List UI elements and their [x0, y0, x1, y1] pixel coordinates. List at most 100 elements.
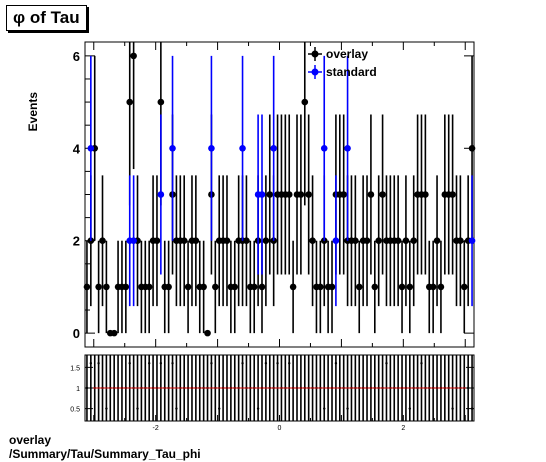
overlay-point: [340, 191, 347, 198]
legend-marker-overlay: [311, 50, 319, 58]
ratio-point: [346, 407, 349, 410]
overlay-point: [468, 144, 476, 152]
ratio-point: [171, 362, 174, 365]
overlay-point: [437, 283, 445, 291]
ratio-x-tick-label: 2: [401, 425, 405, 432]
y-tick-label: 0: [73, 326, 80, 341]
overlay-point: [449, 191, 456, 198]
standard-point: [208, 144, 215, 152]
ratio-point: [276, 362, 279, 365]
overlay-point: [122, 283, 130, 291]
standard-point: [258, 191, 266, 198]
overlay-point: [301, 98, 309, 106]
standard-point: [130, 237, 137, 245]
standard-point: [320, 144, 328, 152]
overlay-point: [145, 283, 153, 291]
y-tick-label: 4: [73, 141, 81, 156]
main-x-axis: [93, 42, 466, 347]
overlay-point: [429, 283, 437, 291]
ratio-point: [241, 362, 244, 365]
overlay-point: [317, 283, 324, 291]
ratio-point: [334, 362, 338, 365]
legend-marker-standard: [311, 68, 319, 76]
overlay-point: [250, 283, 258, 291]
overlay-point: [153, 237, 161, 245]
overlay-point: [262, 237, 270, 245]
y-axis-label: Events: [26, 92, 40, 132]
overlay-point: [375, 237, 382, 245]
overlay-point: [83, 283, 91, 291]
standard-point: [169, 144, 176, 152]
overlay-point: [285, 191, 293, 198]
ratio-y-tick-label: 1: [76, 386, 80, 393]
ratio-point: [159, 362, 163, 365]
ratio-point: [105, 407, 108, 410]
ratio-point: [136, 407, 139, 410]
overlay-point: [297, 191, 305, 198]
overlay-point: [184, 283, 192, 291]
footer-path: /Summary/Tau/Summary_Tau_phi: [9, 447, 201, 461]
ratio-x-tick-label: -2: [153, 425, 159, 432]
overlay-point: [379, 191, 386, 198]
y-tick-label: 2: [73, 234, 80, 249]
overlay-point: [371, 283, 379, 291]
overlay-point: [157, 98, 165, 106]
overlay-point: [309, 237, 316, 245]
overlay-point: [355, 283, 363, 291]
standard-point: [157, 191, 165, 198]
overlay-point: [363, 237, 371, 245]
overlay-point: [305, 191, 312, 198]
overlay-point: [402, 237, 410, 245]
legend-label-standard: standard: [326, 65, 377, 79]
legend: overlay standard: [308, 47, 377, 79]
ratio-point: [323, 407, 326, 410]
ratio-y-tick-label: 0.5: [70, 407, 80, 414]
ratio-point: [97, 362, 100, 365]
overlay-point: [460, 283, 468, 291]
overlay-point: [352, 237, 359, 245]
ratio-y-axis: 0.5 1 1.5: [70, 365, 474, 414]
ratio-y-tick-label: 1.5: [70, 365, 80, 372]
standard-point: [344, 144, 351, 152]
ratio-point: [420, 362, 423, 365]
overlay-point: [266, 191, 274, 198]
overlay-point: [406, 283, 414, 291]
ratio-point: [256, 407, 260, 410]
overlay-point: [367, 191, 375, 198]
overlay-point: [180, 237, 188, 245]
ratio-point: [210, 362, 213, 365]
ratio-point: [218, 407, 221, 410]
standard-point: [468, 237, 476, 245]
overlay-point: [95, 283, 102, 291]
ratio-point: [408, 407, 412, 410]
overlay-point: [223, 237, 231, 245]
ratio-point: [288, 362, 291, 365]
overlay-point: [130, 52, 137, 60]
ratio-point: [451, 407, 454, 410]
overlay-point: [103, 283, 110, 291]
standard-point: [87, 144, 95, 152]
ratio-point: [128, 362, 131, 365]
overlay-point: [289, 283, 297, 291]
legend-label-overlay: overlay: [326, 47, 368, 61]
overlay-point: [394, 237, 402, 245]
overlay-point: [212, 283, 219, 291]
ratio-x-axis: -2 0 2: [93, 415, 466, 432]
overlay-point: [165, 283, 172, 291]
ratio-point: [385, 362, 388, 365]
overlay-point: [258, 283, 266, 291]
standard-point: [270, 144, 277, 152]
ratio-point: [147, 362, 151, 365]
overlay-point: [204, 329, 211, 337]
overlay-point: [422, 191, 429, 198]
standard-point: [332, 237, 340, 245]
ratio-x-tick-label: 0: [278, 425, 282, 432]
footer-label: overlay: [9, 433, 52, 447]
overlay-point: [192, 237, 200, 245]
plot-title: φ of Tau: [6, 5, 87, 31]
overlay-point: [231, 283, 239, 291]
y-tick-label: 6: [73, 49, 80, 64]
ratio-point: [175, 407, 178, 410]
overlay-point: [126, 98, 134, 106]
